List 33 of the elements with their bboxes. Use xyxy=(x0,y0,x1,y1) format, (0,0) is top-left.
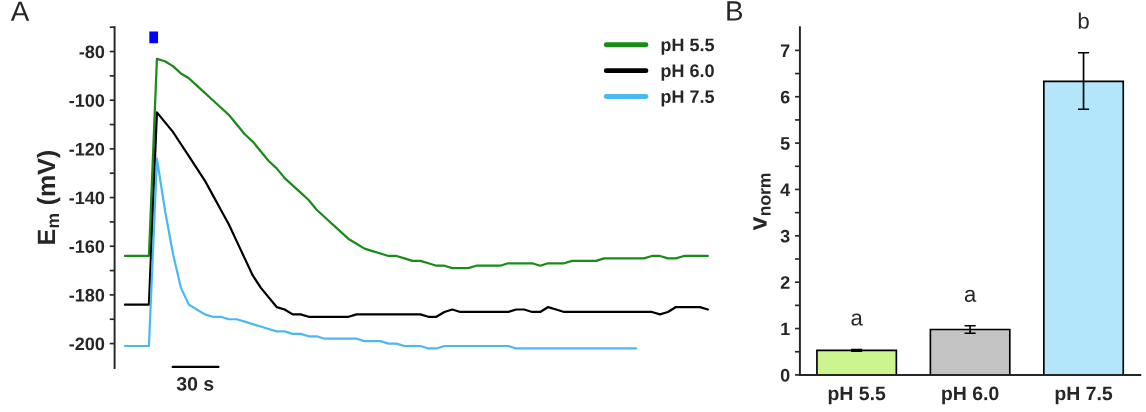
bar xyxy=(816,349,898,375)
y-tick-label: -140 xyxy=(69,191,105,205)
line-series xyxy=(123,111,709,318)
y-tick-label: -100 xyxy=(69,94,105,107)
annotation: b xyxy=(1078,12,1089,29)
chart-title: A xyxy=(10,1,30,21)
y-axis-title: v$_{norm}$ xyxy=(753,173,771,231)
y-tick-label: -200 xyxy=(69,337,105,351)
y-tick-label: -180 xyxy=(69,288,105,302)
y-tick-label: -80 xyxy=(79,45,105,59)
y-axis-title: E$_{m}$ (mV) xyxy=(36,151,61,244)
text: 30 s xyxy=(176,376,214,391)
y-tick-label: -120 xyxy=(69,142,105,156)
chart-title: B xyxy=(727,1,743,21)
line-series xyxy=(123,157,638,350)
y-tick-label: 4 xyxy=(780,183,791,197)
x-tick-label: pH 5.5 xyxy=(828,386,886,405)
annotation: a xyxy=(851,313,863,326)
x-tick-label: pH 7.5 xyxy=(1055,386,1113,405)
y-tick-label: 2 xyxy=(780,276,790,289)
y-tick-label: 5 xyxy=(780,137,790,150)
legend-label: pH 5.5 xyxy=(661,38,715,55)
legend-label: pH 6.0 xyxy=(661,64,714,81)
x-tick-label: pH 6.0 xyxy=(942,386,999,405)
y-tick-label: 3 xyxy=(780,229,790,243)
legend-label: pH 7.5 xyxy=(661,90,715,107)
bar xyxy=(929,328,1011,375)
y-tick-label: -160 xyxy=(69,240,105,253)
annotation: a xyxy=(964,289,977,302)
y-tick-label: 0 xyxy=(780,368,790,382)
y-tick-label: 1 xyxy=(781,322,790,336)
y-tick-label: 6 xyxy=(780,90,790,104)
y-tick-label: 7 xyxy=(780,44,790,57)
